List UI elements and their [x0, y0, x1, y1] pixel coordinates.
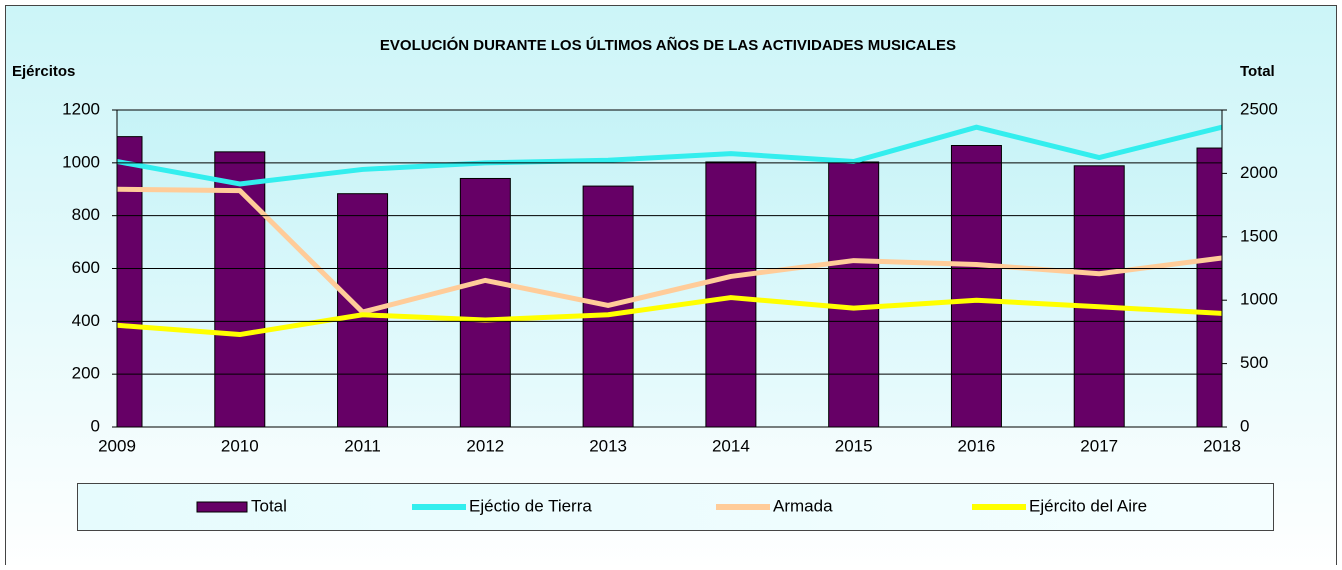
bar	[705, 161, 757, 427]
y2-tick-label: 2000	[1240, 163, 1278, 182]
y-tick-label: 0	[91, 416, 100, 435]
legend-swatch	[196, 501, 248, 513]
x-tick-label: 2010	[221, 436, 259, 455]
y-axis-label: Ejércitos	[12, 63, 75, 80]
bar	[1196, 147, 1222, 427]
y-tick-label: 1200	[62, 99, 100, 118]
bar	[214, 151, 266, 427]
bar	[117, 136, 143, 427]
line	[117, 186, 1222, 315]
bar	[459, 177, 511, 427]
y-tick-label: 800	[72, 205, 100, 224]
bar	[1073, 165, 1125, 427]
x-tick-label: 2016	[958, 436, 996, 455]
legend	[77, 483, 1274, 531]
line	[117, 124, 1222, 187]
line	[117, 295, 1222, 338]
x-tick-label: 2013	[589, 436, 627, 455]
y2-tick-label: 1000	[1240, 290, 1278, 309]
y-tick-label: 600	[72, 258, 100, 277]
x-tick-label: 2014	[712, 436, 750, 455]
y2-tick-label: 2500	[1240, 99, 1278, 118]
y2-axis-label: Total	[1240, 63, 1275, 80]
y2-tick-label: 1500	[1240, 226, 1278, 245]
y-tick-label: 1000	[62, 152, 100, 171]
chart-title: EVOLUCIÓN DURANTE LOS ÚLTIMOS AÑOS DE LA…	[380, 36, 956, 54]
legend-label: Armada	[773, 496, 833, 515]
y2-tick-label: 500	[1240, 353, 1268, 372]
bar	[950, 145, 1002, 427]
x-tick-label: 2012	[466, 436, 504, 455]
x-tick-label: 2017	[1080, 436, 1118, 455]
bar	[828, 161, 880, 427]
x-tick-label: 2018	[1203, 436, 1241, 455]
x-tick-label: 2015	[835, 436, 873, 455]
legend-label: Ejéctio de Tierra	[469, 496, 592, 515]
legend-label: Ejército del Aire	[1029, 496, 1147, 515]
y-tick-label: 200	[72, 364, 100, 383]
x-tick-label: 2009	[98, 436, 136, 455]
y-tick-label: 400	[72, 311, 100, 330]
legend-label: Total	[251, 496, 287, 515]
y2-tick-label: 0	[1240, 416, 1249, 435]
x-tick-label: 2011	[344, 436, 381, 455]
